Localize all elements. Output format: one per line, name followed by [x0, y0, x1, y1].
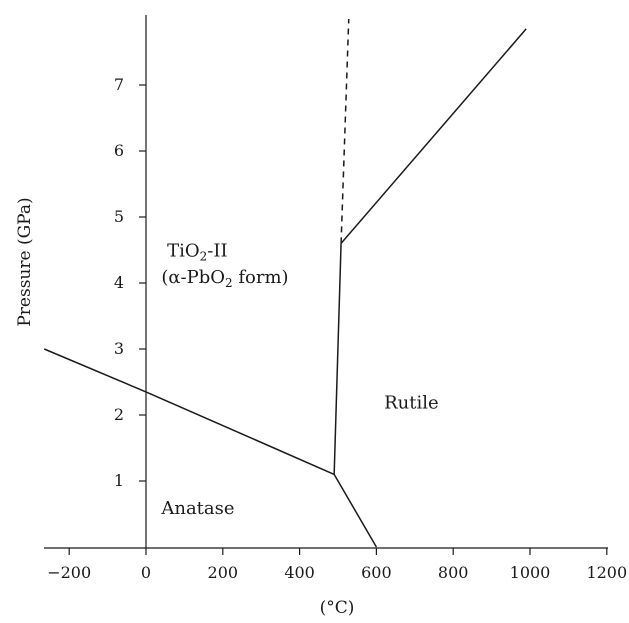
- y-tick-label: 4: [114, 273, 124, 292]
- x-tick-label: 1000: [510, 563, 551, 582]
- region-label: Rutile: [384, 392, 439, 413]
- y-tick-label: 1: [114, 471, 124, 490]
- y-tick-label: 7: [114, 75, 124, 94]
- x-tick-label: 1200: [586, 563, 627, 582]
- y-axis-title: Pressure (GPa): [15, 197, 35, 326]
- phase-boundary-line: [333, 243, 342, 475]
- y-tick-label: 2: [114, 405, 124, 424]
- x-tick-label: 0: [141, 563, 151, 582]
- x-axis-title: (°C): [320, 598, 355, 618]
- phase-boundary-line: [333, 474, 378, 548]
- phase-boundaries: [43, 18, 527, 548]
- phase-boundary-line: [340, 28, 527, 244]
- y-tick-label: 3: [114, 339, 124, 358]
- region-label: Anatase: [160, 498, 234, 519]
- y-tick-label: 6: [114, 141, 124, 160]
- x-tick-label: 200: [208, 563, 239, 582]
- x-tick-label: 800: [438, 563, 469, 582]
- y-tick-label: 5: [114, 207, 124, 226]
- x-tick-label: 600: [361, 563, 392, 582]
- region-labels: TiO2-II (α-PbO2 form) Rutile Anatase: [160, 241, 438, 519]
- axes: −200 0 200 400 600 800 1000 1200 1 2 3 4 5 6 7: [44, 15, 627, 582]
- metastable-boundary-line: [340, 18, 350, 244]
- x-tick-label: 400: [284, 563, 315, 582]
- phase-boundary-line: [43, 348, 335, 476]
- region-label: (α-PbO2 form): [161, 267, 288, 290]
- region-label: TiO2-II: [167, 241, 227, 264]
- x-tick-label: −200: [47, 563, 91, 582]
